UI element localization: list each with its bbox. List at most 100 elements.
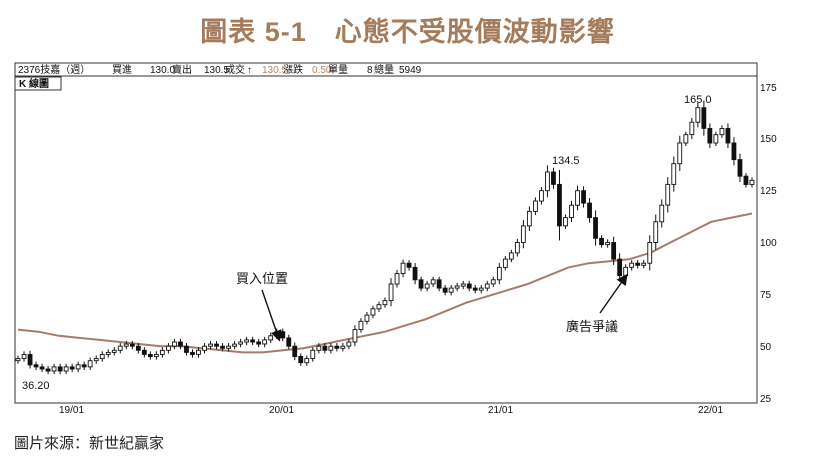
candle	[454, 282, 460, 292]
candle	[268, 332, 274, 344]
candle	[45, 365, 51, 375]
candle-body	[557, 183, 562, 227]
candle	[202, 343, 207, 354]
candle	[226, 343, 231, 352]
candle	[382, 297, 388, 308]
candle	[328, 343, 334, 354]
candle	[677, 135, 683, 171]
candle	[460, 280, 466, 290]
candle	[153, 351, 159, 360]
candle-body	[322, 345, 328, 351]
candle-body	[605, 242, 611, 246]
candle	[135, 343, 141, 354]
candle-body	[214, 343, 219, 347]
candle-body	[250, 339, 256, 343]
candle	[725, 123, 731, 149]
candle-body	[310, 349, 316, 360]
candle-body	[659, 204, 665, 223]
candle	[557, 169, 562, 241]
candle-body	[51, 366, 57, 372]
candle-body	[677, 142, 683, 165]
candle	[466, 280, 472, 292]
candle	[256, 338, 262, 348]
candle	[442, 285, 448, 296]
candle	[707, 123, 713, 149]
candle-body	[298, 356, 304, 364]
header-sell-label: 賣出	[172, 63, 192, 76]
low-label: 36.20	[22, 380, 50, 392]
candle	[412, 263, 418, 285]
peak1-label: 134.5	[552, 155, 580, 167]
candle	[286, 334, 292, 350]
x-tick-19-01: 19/01	[59, 405, 84, 416]
candle-body	[460, 283, 466, 287]
candle-body	[262, 339, 268, 345]
candle	[647, 235, 653, 271]
candle-body	[370, 308, 376, 316]
candle-body	[629, 262, 635, 268]
candle	[172, 338, 177, 350]
candle	[478, 285, 484, 294]
candle-body	[490, 279, 496, 285]
candle	[178, 338, 183, 350]
candle	[388, 278, 394, 307]
candle	[346, 338, 352, 350]
candle-body	[135, 345, 141, 351]
x-tick-22-01: 22/01	[698, 405, 723, 416]
candle-body	[635, 262, 641, 266]
candle	[617, 253, 623, 282]
candle-body	[701, 107, 707, 129]
candle-body	[442, 287, 448, 293]
candle	[322, 343, 328, 354]
candle	[352, 325, 358, 347]
candle-body	[436, 279, 442, 289]
header-sell-value: 130.5	[204, 65, 229, 76]
candle	[689, 117, 695, 140]
candle	[436, 276, 442, 292]
candle-body	[593, 217, 598, 239]
candle	[196, 347, 201, 358]
candle	[280, 328, 286, 341]
candle-body	[707, 128, 713, 144]
candle	[166, 343, 171, 354]
candle-body	[69, 366, 75, 370]
y-tick-150: 150	[760, 134, 777, 145]
candle-body	[75, 364, 81, 370]
candle	[298, 353, 304, 366]
buy-position-label: 買入位置	[236, 271, 288, 286]
candle	[448, 285, 454, 296]
candle-body	[15, 358, 21, 362]
candle	[232, 340, 237, 350]
candle-body	[725, 128, 731, 144]
candle-body	[382, 300, 388, 306]
header-trade-label: 成交	[225, 63, 245, 76]
candle-body	[280, 331, 286, 339]
candle-body	[539, 190, 544, 202]
x-tick-20-01: 20/01	[269, 405, 294, 416]
candle-body	[665, 183, 671, 206]
candle	[184, 343, 189, 356]
candle-body	[27, 354, 33, 366]
candle	[406, 260, 412, 271]
candle-body	[484, 283, 490, 289]
candle-body	[81, 364, 87, 368]
candle-body	[292, 345, 298, 358]
kline-tag-label: K 線圖	[19, 77, 49, 90]
plot-frame	[14, 75, 758, 404]
moving-average-line	[17, 212, 753, 354]
candle	[147, 351, 153, 360]
candle-body	[520, 225, 526, 243]
header-buy-value: 130.0	[150, 65, 175, 76]
header-total-label: 總量	[374, 63, 394, 76]
candle	[51, 363, 57, 375]
candle-body	[376, 304, 382, 310]
header-trade-mark: ↑	[247, 65, 252, 76]
candle	[665, 177, 671, 213]
candle	[316, 343, 322, 354]
candle	[611, 236, 617, 265]
y-tick-100: 100	[760, 238, 777, 249]
candle	[33, 361, 39, 371]
candle-body	[394, 273, 400, 285]
candle-body	[328, 345, 334, 351]
